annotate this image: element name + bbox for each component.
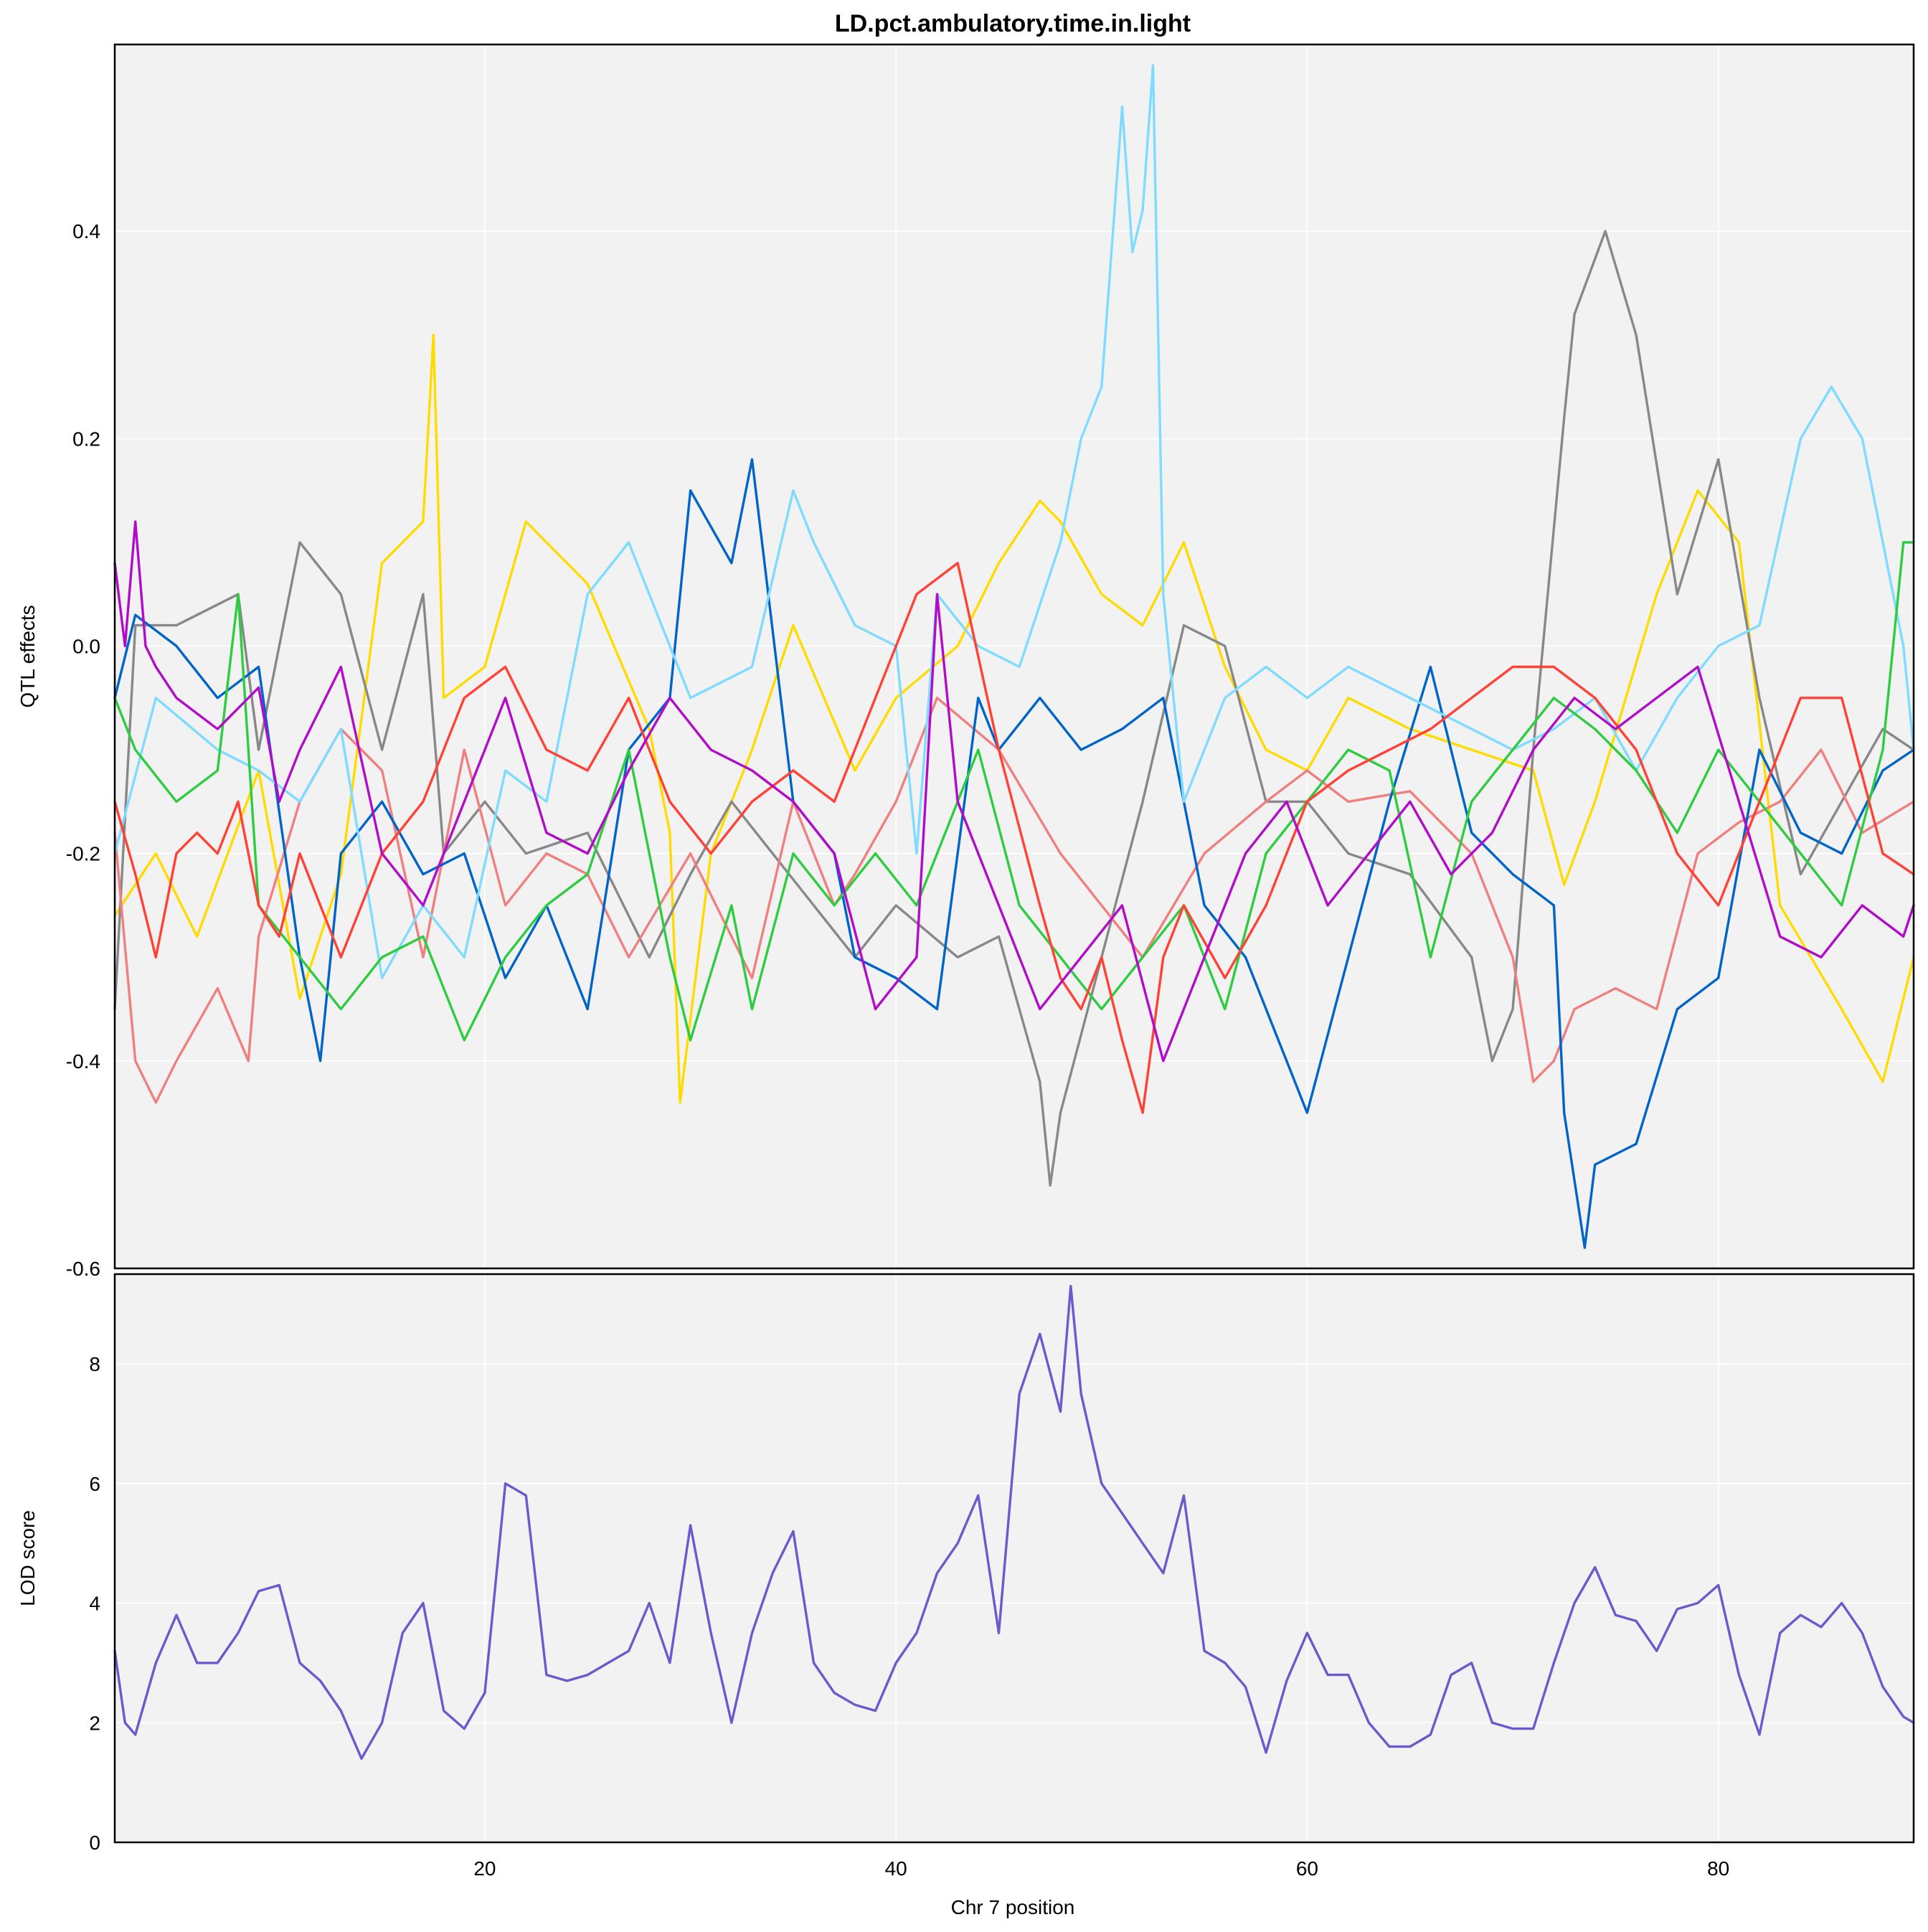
effects-panel-frame [113,43,1915,1270]
effects-panel: -0.6 -0.4 -0.2 0.0 0.2 0.4 QTL effects [16,43,1915,1280]
effects-series-line-7 [113,562,1915,1114]
lod-y-axis-label: LOD score [16,1510,39,1606]
effects-y-tick-label: 0.2 [72,428,100,450]
x-tick-label: 80 [1707,1857,1729,1880]
lod-panel-background [115,1274,1914,1842]
lod-y-tick-label: 8 [89,1353,100,1375]
lod-panel: 0 2 4 6 8 LOD score [16,1273,1915,1854]
effects-series-line-8 [113,520,1915,1062]
x-axis-label: Chr 7 position [951,1896,1075,1918]
x-tick-label: 60 [1296,1857,1318,1880]
effects-series-line-1 [113,334,1915,1104]
effects-y-tick-label: -0.6 [66,1258,100,1280]
effects-y-tick-label: -0.2 [66,843,100,865]
lod-series-line-1 [113,1285,1915,1760]
lod-panel-frame [113,1273,1915,1844]
lod-y-tick-labels: 0 2 4 6 8 [89,1353,100,1854]
effects-series-line-6 [113,541,1915,1042]
lod-y-tick-label: 2 [89,1712,100,1734]
x-tick-label: 40 [885,1857,907,1880]
effects-series-line-5 [113,64,1915,979]
effects-y-tick-label: 0.0 [72,636,100,658]
lod-y-tick-label: 0 [89,1832,100,1854]
lod-y-tick-label: 4 [89,1593,100,1615]
effects-y-tick-label: 0.4 [72,220,100,242]
chart-title: LD.pct.ambulatory.time.in.light [835,10,1191,37]
x-tick-labels: 20 40 60 80 [473,1857,1729,1880]
effects-y-tick-label: -0.4 [66,1050,100,1073]
effects-series-line-2 [113,230,1915,1187]
lod-y-tick-label: 6 [89,1473,100,1495]
effects-panel-background [115,44,1914,1268]
effects-series-group [113,64,1915,1249]
effects-y-axis-label: QTL effects [16,605,39,707]
lod-series-group [113,1285,1915,1760]
effects-y-tick-labels: -0.6 -0.4 -0.2 0.0 0.2 0.4 [66,220,100,1280]
x-tick-label: 20 [473,1857,496,1880]
